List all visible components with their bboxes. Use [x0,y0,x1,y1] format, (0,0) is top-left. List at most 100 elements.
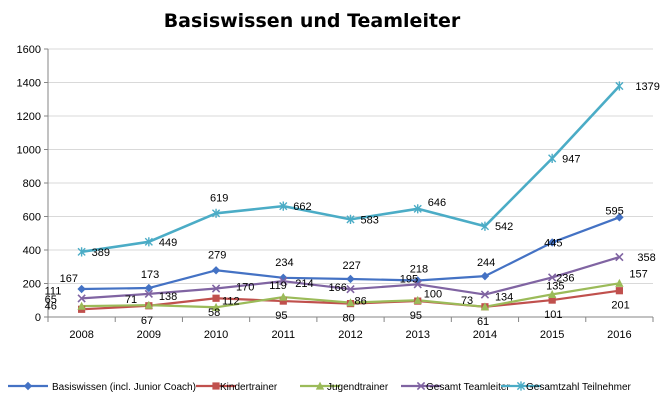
data-point [615,213,624,222]
data-point [480,221,490,231]
x-tick-label: 2012 [338,329,362,341]
y-tick-label: 1400 [17,78,41,90]
data-point [211,208,221,218]
data-label: 619 [210,192,228,204]
data-label: 279 [208,249,226,261]
data-point [144,237,153,247]
data-point [346,298,355,307]
data-label: 542 [495,221,513,233]
data-point [77,284,86,294]
series-line-5 [81,85,621,254]
x-tick-label: 2009 [137,329,161,341]
legend-label: Kindertrainer [220,382,278,393]
data-point [547,238,557,247]
data-point [279,201,288,211]
legend-item: Kindertrainer [196,382,278,393]
x-tick-label: 2016 [607,329,631,341]
data-label: 234 [275,257,293,269]
y-tick-label: 600 [23,212,41,224]
data-label: 134 [495,292,513,304]
x-tick-label: 2008 [69,329,93,341]
x-tick-label: 2015 [540,329,564,341]
data-label: 167 [60,273,78,285]
legend-label: Basiswissen (incl. Junior Coach) [52,382,196,393]
x-tick-label: 2011 [271,329,295,341]
data-label: 1379 [635,81,659,93]
data-label: 80 [343,313,355,325]
data-label: 65 [45,294,57,306]
legend-item: Gesamtzahl Teilnehmer [501,381,632,393]
data-point [615,252,624,262]
data-label: 67 [141,315,153,327]
data-point [144,283,154,293]
data-label: 214 [295,278,313,290]
data-point [480,290,490,299]
data-point [548,273,557,282]
legend-item: Gesamt Teamleiter [401,381,510,393]
data-label: 195 [400,273,418,285]
legend-item: Jugendtrainer [300,381,389,393]
data-point [615,278,624,287]
axes [44,48,654,322]
data-label: 100 [424,288,442,300]
data-label: 112 [222,295,240,307]
data-label: 86 [355,296,367,308]
data-point [346,214,355,224]
data-label: 449 [159,237,177,249]
data-labels: 167 173 279 234 227 218 244 445 595 46 67 58 95 80 95 6… [45,81,660,328]
data-label: 646 [428,197,446,209]
data-label: 389 [92,247,110,259]
data-point [413,295,422,304]
data-point [77,301,86,310]
data-label: 58 [208,307,220,319]
data-label: 119 [269,280,287,292]
data-point [211,302,221,311]
series-markers [77,81,624,313]
legend: Basiswissen (incl. Junior Coach) Kindertr… [8,381,632,393]
data-point [413,204,422,214]
data-point [480,271,490,281]
data-label: 218 [410,263,428,275]
data-point [77,294,86,303]
data-point [413,280,422,289]
data-label: 445 [544,237,562,249]
legend-marker [23,381,33,391]
chart-title: Basiswissen und Teamleiter [164,10,461,32]
data-point [211,266,221,275]
y-tick-label: 1600 [17,44,41,56]
legend-item: Basiswissen (incl. Junior Coach) [8,381,196,393]
data-point [212,294,220,302]
data-label: 71 [125,294,137,306]
y-tick-label: 800 [23,178,41,190]
data-point [279,297,287,305]
data-label: 138 [159,291,177,303]
y-tick-label: 1000 [17,145,41,157]
y-tick-label: 0 [35,312,41,324]
data-point [144,300,154,309]
data-point [144,289,153,299]
data-point [480,302,490,311]
legend-marker [516,381,526,391]
x-axis-tick-labels: 2008 2009 2010 2011 2012 2013 2014 2015 2016 [69,329,631,341]
data-label: 595 [605,205,623,217]
data-point [346,285,355,294]
data-label: 662 [293,201,311,213]
data-label: 358 [637,252,655,264]
data-point [279,276,288,286]
data-point [548,296,556,304]
data-label: 157 [629,268,647,280]
data-point [77,247,86,257]
legend-label: Gesamtzahl Teilnehmer [526,382,632,393]
data-label: 135 [546,280,564,292]
data-label: 61 [477,316,489,328]
data-label: 583 [361,214,379,226]
data-point [279,292,288,301]
y-tick-label: 1200 [17,111,41,123]
legend-marker [416,381,426,391]
data-label: 95 [410,310,422,322]
data-point [615,287,623,295]
data-point [548,153,557,163]
legend-marker [315,381,325,390]
y-tick-label: 400 [23,245,41,257]
